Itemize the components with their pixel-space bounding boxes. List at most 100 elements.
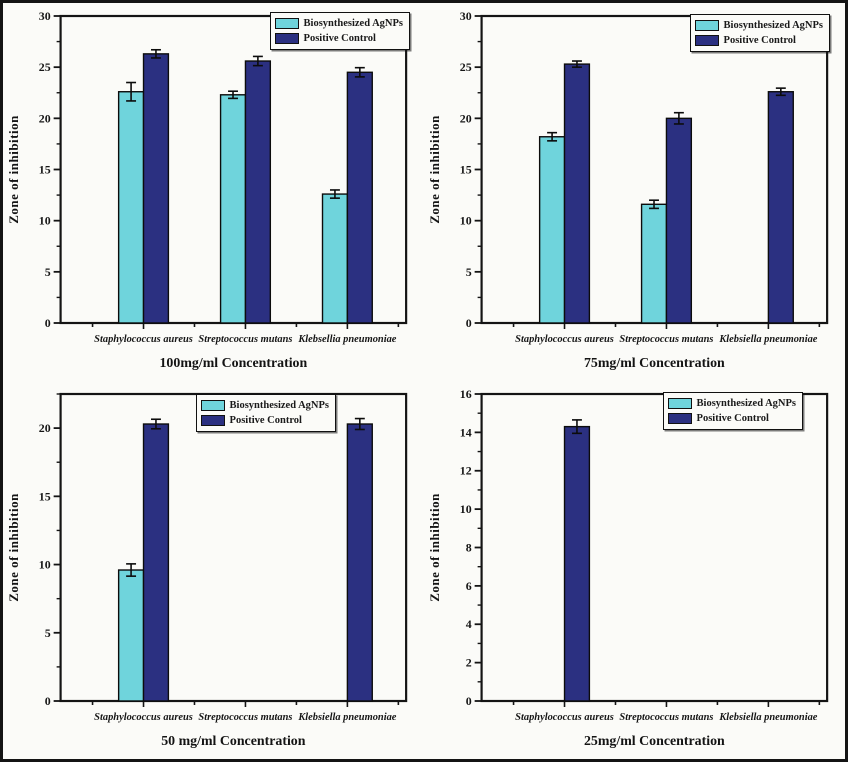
legend-swatch-agnps [274, 18, 299, 29]
bar-agnps [117, 91, 145, 324]
y-tick-label: 8 [466, 540, 472, 554]
bar-positive-control [346, 71, 373, 324]
bar-positive-control [767, 91, 794, 324]
legend-swatch-agnps [200, 400, 225, 411]
legend-label-agnps: Biosynthesized AgNPs [229, 400, 329, 411]
legend-row-positive-control: Positive Control [667, 411, 796, 426]
y-tick-label: 15 [39, 162, 51, 176]
chart-canvas-100mgml: 0 5 10 15 20 25 30 Staphylococcus aureus Strepto… [6, 9, 408, 371]
y-tick-label: 16 [460, 387, 472, 401]
bar-positive-control [563, 63, 591, 324]
y-tick-label: 15 [39, 489, 51, 503]
y-tick-label: 10 [460, 502, 472, 516]
x-category-label: Streptococcus mutans [619, 334, 713, 345]
y-axis-title: Zone of inhibition [6, 493, 21, 602]
bar-positive-control [244, 60, 272, 324]
y-tick-label: 10 [39, 214, 51, 228]
y-tick-label: 15 [460, 162, 472, 176]
x-category-label: Klebsiella pneumoniae [718, 712, 817, 723]
plot-frame [480, 392, 829, 703]
legend-label-positive-control: Positive Control [723, 35, 796, 46]
x-category-label: Staphylococcus aureus [94, 334, 193, 345]
x-category-label: Streptococcus mutans [619, 712, 713, 723]
chart-cell-25mgml: 0 2 4 6 8 10 12 14 16 Staphylococcus aureus Strept… [424, 381, 845, 759]
legend-swatch-positive-control [200, 415, 225, 426]
y-tick-label: 0 [45, 694, 51, 708]
bar-positive-control [142, 423, 170, 702]
x-category-label: Klebsiella pneumoniae [718, 334, 817, 345]
x-axis-title: 100mg/ml Concentration [159, 356, 307, 371]
y-tick-label: 0 [45, 316, 51, 330]
legend-swatch-positive-control [274, 33, 299, 44]
x-category-label: Klebsellia pneumoniae [297, 334, 396, 345]
y-tick-label: 2 [466, 656, 472, 670]
y-axis-title: Zone of inhibition [6, 115, 21, 224]
y-tick-label: 4 [466, 617, 472, 631]
bar-agnps [219, 94, 247, 324]
y-tick-label: 12 [460, 464, 472, 478]
legend: Biosynthesized AgNPs Positive Control [195, 394, 336, 432]
chart-cell-100mgml: 0 5 10 15 20 25 30 Staphylococcus aureus Strepto… [3, 3, 424, 381]
chart-cell-75mgml: 0 5 10 15 20 25 30 Staphylococcus aureus Strepto… [424, 3, 845, 381]
chart-canvas-50mgml: 0 5 10 15 20 Staphylococcus aureus Streptococc… [6, 392, 408, 749]
y-tick-label: 25 [460, 60, 472, 74]
legend-row-agnps: Biosynthesized AgNPs [274, 16, 403, 31]
y-axis-title: Zone of inhibition [427, 115, 442, 224]
chart-cell-50mgml: 0 5 10 15 20 Staphylococcus aureus Streptococc… [3, 381, 424, 759]
chart-canvas-75mgml: 0 5 10 15 20 25 30 Staphylococcus aureus Strepto… [427, 9, 829, 371]
bar-positive-control [142, 53, 170, 324]
legend-row-agnps: Biosynthesized AgNPs [694, 18, 823, 33]
legend: Biosynthesized AgNPs Positive Control [689, 14, 830, 52]
legend-row-positive-control: Positive Control [274, 31, 403, 46]
legend: Biosynthesized AgNPs Positive Control [269, 12, 410, 50]
x-category-label: Staphylococcus aureus [515, 334, 614, 345]
x-category-label: Staphylococcus aureus [94, 712, 193, 723]
bar-agnps [321, 193, 349, 324]
legend-row-positive-control: Positive Control [694, 33, 823, 48]
y-tick-label: 0 [466, 694, 472, 708]
bar-positive-control [665, 117, 693, 324]
legend-label-positive-control: Positive Control [229, 415, 302, 426]
chart-canvas-25mgml: 0 2 4 6 8 10 12 14 16 Staphylococcus aureus Strept… [427, 387, 829, 749]
legend-label-agnps: Biosynthesized AgNPs [303, 18, 403, 29]
legend: Biosynthesized AgNPs Positive Control [662, 392, 803, 430]
y-tick-label: 10 [39, 558, 51, 572]
bar-agnps [538, 136, 566, 324]
y-tick-label: 30 [460, 9, 472, 23]
legend-label-agnps: Biosynthesized AgNPs [696, 398, 796, 409]
x-axis-title: 50 mg/ml Concentration [161, 734, 306, 749]
y-tick-label: 25 [39, 60, 51, 74]
x-axis-title: 75mg/ml Concentration [584, 356, 725, 371]
legend-row-agnps: Biosynthesized AgNPs [200, 398, 329, 413]
x-axis-title: 25mg/ml Concentration [584, 734, 725, 749]
x-category-label: Klebsiella pneumoniae [297, 712, 396, 723]
bar-agnps [640, 203, 668, 324]
x-category-label: Streptococcus mutans [198, 712, 292, 723]
y-tick-label: 20 [460, 111, 472, 125]
bar-positive-control [563, 425, 591, 702]
y-axis-title: Zone of inhibition [427, 493, 442, 602]
y-tick-label: 10 [460, 214, 472, 228]
legend-row-positive-control: Positive Control [200, 413, 329, 428]
legend-swatch-positive-control [694, 35, 719, 46]
legend-swatch-agnps [694, 20, 719, 31]
legend-swatch-positive-control [667, 413, 692, 424]
y-tick-label: 5 [45, 626, 51, 640]
legend-swatch-agnps [667, 398, 692, 409]
legend-label-agnps: Biosynthesized AgNPs [723, 20, 823, 31]
legend-label-positive-control: Positive Control [303, 33, 376, 44]
x-category-label: Streptococcus mutans [198, 334, 292, 345]
y-tick-label: 20 [39, 111, 51, 125]
y-tick-label: 5 [466, 265, 472, 279]
y-tick-label: 20 [39, 421, 51, 435]
legend-row-agnps: Biosynthesized AgNPs [667, 396, 796, 411]
y-tick-label: 30 [39, 9, 51, 23]
y-tick-label: 0 [466, 316, 472, 330]
x-category-label: Staphylococcus aureus [515, 712, 614, 723]
legend-label-positive-control: Positive Control [696, 413, 769, 424]
bar-agnps [117, 569, 145, 702]
y-tick-label: 14 [460, 425, 472, 439]
bar-positive-control [346, 423, 373, 702]
y-tick-label: 6 [466, 579, 472, 593]
